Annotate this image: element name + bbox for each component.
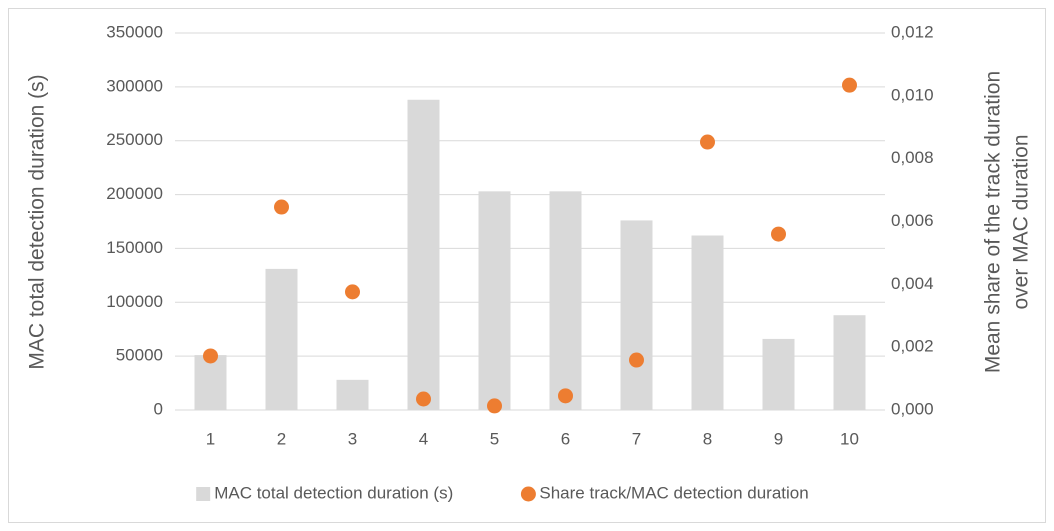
y-tick-label: 50000 xyxy=(116,346,163,365)
legend-label: Share track/MAC detection duration xyxy=(539,483,808,502)
x-tick-label: 5 xyxy=(490,429,499,448)
x-tick-label: 9 xyxy=(774,429,783,448)
point xyxy=(700,134,715,150)
y-tick-label: 150000 xyxy=(106,238,163,257)
y-axis-title: MAC total detection duration (s) xyxy=(26,74,49,369)
y-tick-label: 100000 xyxy=(106,292,163,311)
point xyxy=(203,348,218,364)
point xyxy=(558,388,573,404)
y-tick-label: 250000 xyxy=(106,130,163,149)
y2-axis-title: Mean share of the track duration xyxy=(982,71,1005,373)
point xyxy=(274,199,289,215)
y2-tick-label: 0,010 xyxy=(891,85,934,104)
y2-tick-label: 0,006 xyxy=(891,211,934,230)
x-tick-label: 6 xyxy=(561,429,570,448)
point xyxy=(629,352,644,368)
y2-tick-label: 0,002 xyxy=(891,337,934,356)
x-tick-label: 1 xyxy=(206,429,215,448)
y2-axis-title: over MAC duration xyxy=(1010,134,1033,309)
y2-tick-label: 0,004 xyxy=(891,274,934,293)
x-tick-label: 7 xyxy=(632,429,641,448)
y2-tick-label: 0,008 xyxy=(891,148,934,167)
bar xyxy=(478,191,511,410)
bar xyxy=(691,235,724,410)
bar xyxy=(336,379,369,410)
bar xyxy=(620,220,653,410)
x-tick-label: 3 xyxy=(348,429,357,448)
chart-border xyxy=(8,8,1046,523)
x-tick-label: 4 xyxy=(419,429,428,448)
legend-label: MAC total detection duration (s) xyxy=(214,483,453,502)
legend-swatch xyxy=(520,486,536,502)
y-tick-label: 0 xyxy=(154,399,163,418)
bar xyxy=(549,191,582,410)
y-tick-label: 350000 xyxy=(106,22,163,41)
y-tick-label: 300000 xyxy=(106,76,163,95)
x-tick-label: 8 xyxy=(703,429,712,448)
y2-tick-label: 0,000 xyxy=(891,399,934,418)
point xyxy=(842,77,857,93)
bar xyxy=(407,99,440,410)
bar xyxy=(833,315,866,410)
point xyxy=(771,226,786,242)
y-tick-label: 200000 xyxy=(106,184,163,203)
point xyxy=(416,391,431,407)
point xyxy=(487,398,502,414)
y2-tick-label: 0,012 xyxy=(891,22,934,41)
x-tick-label: 2 xyxy=(277,429,286,448)
legend-swatch xyxy=(196,487,211,501)
bar xyxy=(762,338,795,410)
x-tick-label: 10 xyxy=(840,429,859,448)
bar xyxy=(265,268,298,410)
point xyxy=(345,284,360,300)
bar xyxy=(194,355,227,410)
